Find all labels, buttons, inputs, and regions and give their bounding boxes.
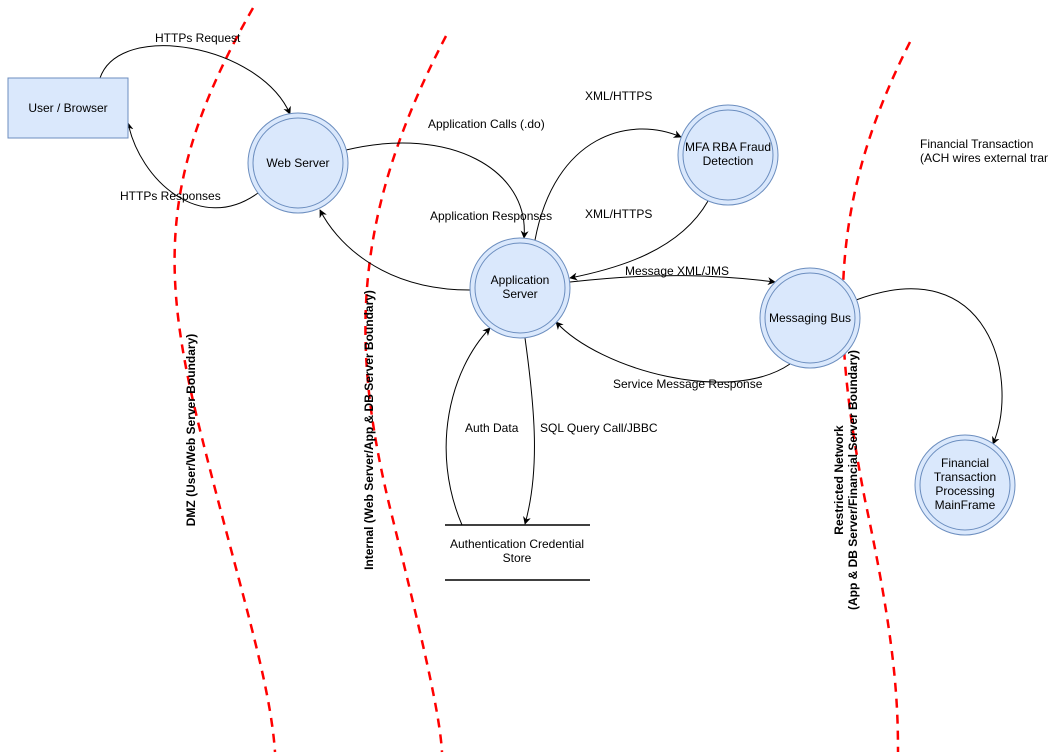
edge-https-request-label: HTTPs Request [155, 31, 241, 45]
node-auth-store-label-1: Authentication Credential [450, 537, 584, 551]
edge-financial-transaction [856, 289, 1002, 444]
edge-sql-query-label: SQL Query Call/JBBC [540, 421, 658, 435]
boundary-dmz-label: DMZ (User/Web Server Boundary) [184, 334, 198, 527]
edge-sql-query [525, 338, 534, 524]
edge-xml-https-down-label: XML/HTTPS [585, 207, 652, 221]
node-financial-mainframe-label-4: MainFrame [935, 498, 996, 512]
edge-https-responses-label: HTTPs Responses [120, 189, 221, 203]
node-financial-mainframe-label-2: Transaction [934, 470, 996, 484]
edge-auth-data-label: Auth Data [465, 421, 519, 435]
edge-xml-https-up-label: XML/HTTPS [585, 89, 652, 103]
node-messaging-bus-label: Messaging Bus [769, 311, 851, 325]
node-financial-mainframe-label-3: Processing [935, 484, 994, 498]
edge-app-responses-label: Application Responses [430, 209, 552, 223]
node-web-server-label: Web Server [266, 156, 329, 170]
node-user-browser-label: User / Browser [28, 101, 107, 115]
edge-app-calls-label: Application Calls (.do) [428, 117, 545, 131]
edge-msg-xml-jms-label: Message XML/JMS [625, 264, 729, 278]
node-mfa-fraud-label-2: Detection [703, 154, 754, 168]
edge-financial-transaction-label-1: Financial Transaction [920, 137, 1033, 151]
edge-service-msg-response [556, 322, 790, 382]
node-app-server-label-2: Server [502, 287, 537, 301]
node-mfa-fraud-label-1: MFA RBA Fraud [685, 140, 771, 154]
boundary-internal-label: Internal (Web Server/App & DB Server Bou… [362, 290, 376, 570]
edge-financial-transaction-label-2: (ACH wires external transfer) [920, 151, 1048, 165]
edge-service-msg-response-label: Service Message Response [613, 377, 763, 391]
edge-xml-https-to-mfa [535, 129, 681, 240]
edge-app-calls [346, 143, 524, 238]
boundary-restricted-label-1: Restricted Network [832, 425, 846, 535]
boundary-restricted-label-2: (App & DB Server/Financial Server Bounda… [846, 350, 860, 610]
node-auth-store-label-2: Store [503, 551, 532, 565]
node-financial-mainframe-label-1: Financial [941, 456, 989, 470]
node-app-server-label-1: Application [491, 273, 550, 287]
